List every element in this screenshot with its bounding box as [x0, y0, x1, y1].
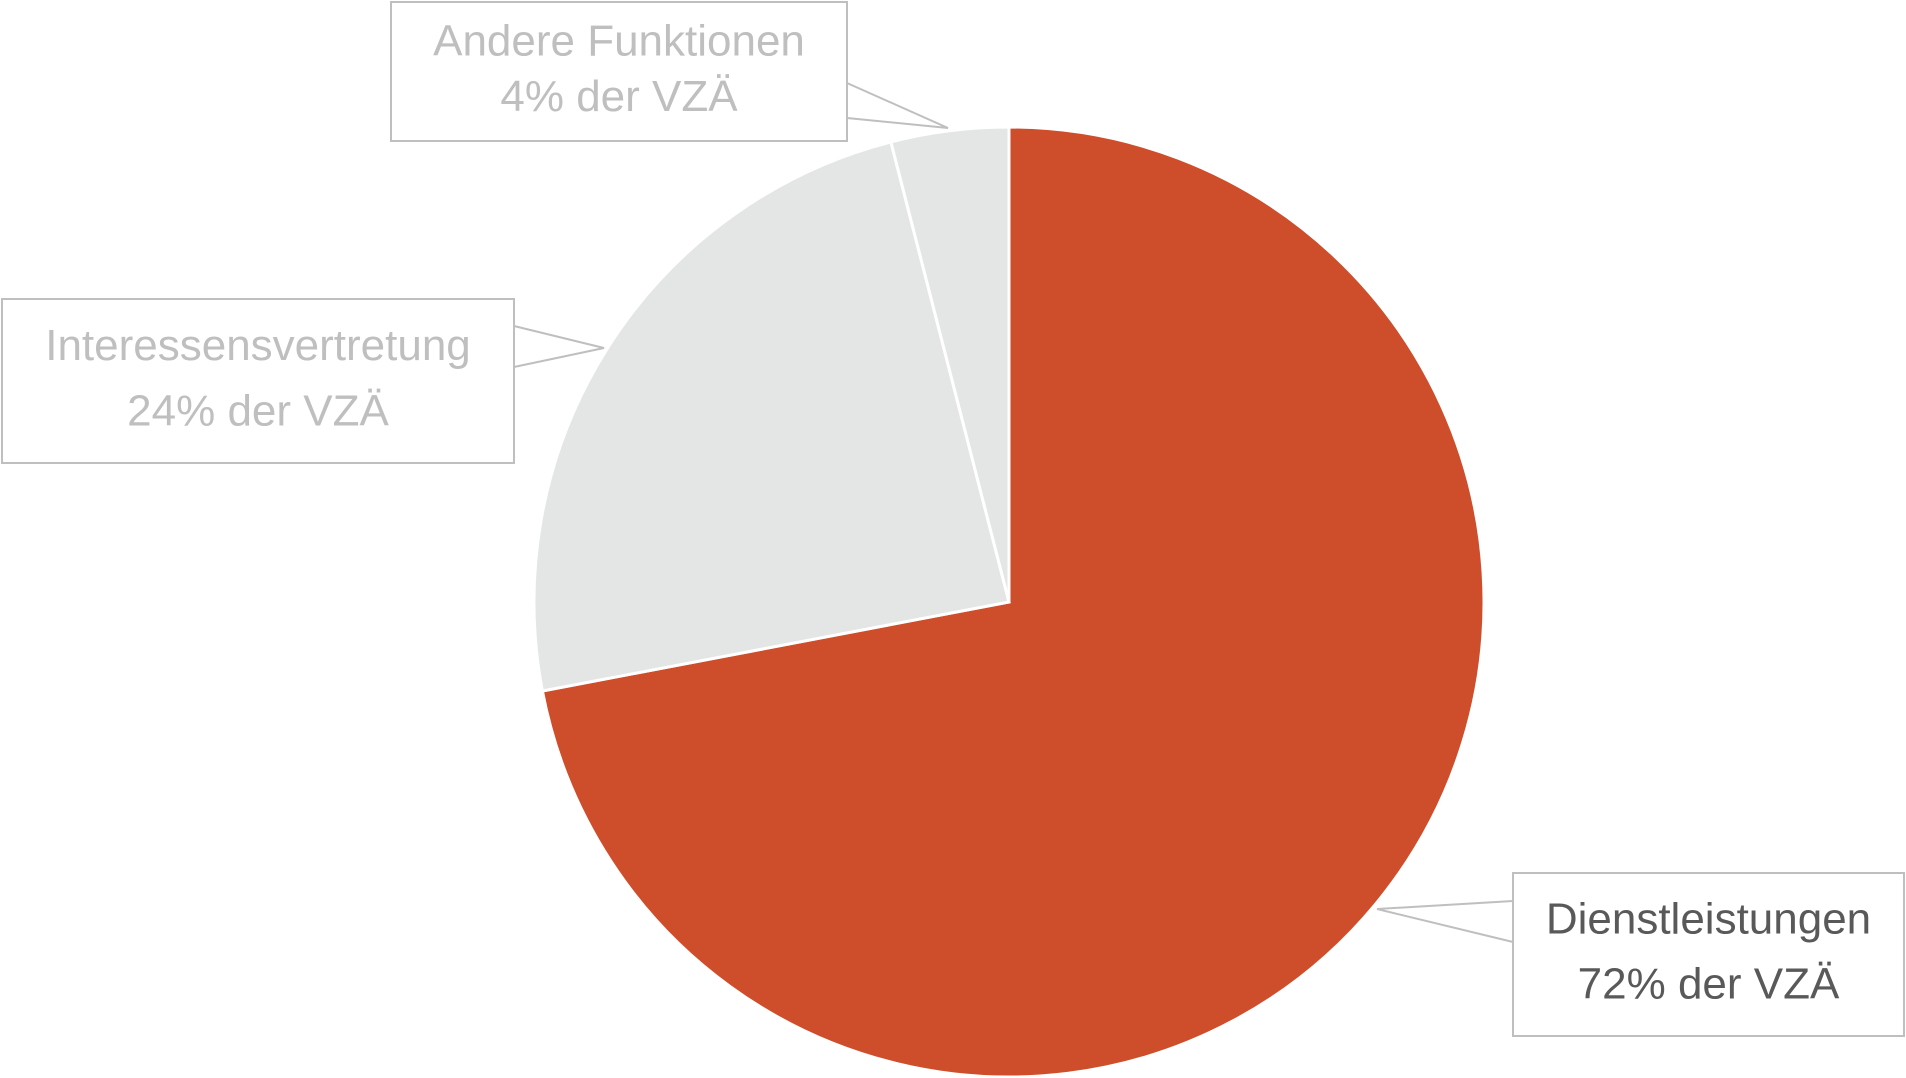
value-label: 72% der VZÄ — [1578, 960, 1840, 1009]
label-box — [390, 1, 848, 142]
label-box — [1512, 872, 1905, 1037]
category-label: Dienstleistungen — [1546, 895, 1871, 944]
pie-slice — [889, 125, 1011, 603]
category-label: Andere Funktionen — [433, 16, 805, 65]
pie-slice — [532, 140, 1011, 693]
leader-line — [846, 82, 949, 129]
pie-slice — [540, 125, 1486, 1078]
category-label: Interessensvertretung — [45, 321, 471, 370]
leader-line — [513, 325, 605, 368]
leader-line — [1376, 900, 1514, 943]
value-label: 24% der VZÄ — [127, 386, 389, 435]
label-box — [1, 298, 515, 464]
value-label: 4% der VZÄ — [500, 72, 738, 121]
